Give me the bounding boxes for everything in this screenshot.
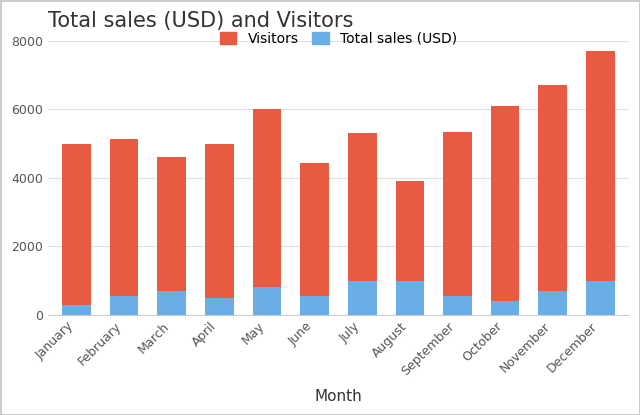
Bar xyxy=(538,85,567,291)
Bar xyxy=(443,296,472,315)
Bar xyxy=(253,288,282,315)
Bar xyxy=(205,298,234,315)
Bar xyxy=(491,301,520,315)
Bar xyxy=(110,139,138,296)
Bar xyxy=(157,291,186,315)
Bar xyxy=(586,51,614,281)
Bar xyxy=(396,281,424,315)
Text: Total sales (USD) and Visitors: Total sales (USD) and Visitors xyxy=(48,11,353,31)
Bar xyxy=(348,281,376,315)
Bar xyxy=(491,106,520,301)
X-axis label: Month: Month xyxy=(314,389,362,404)
Bar xyxy=(538,291,567,315)
Bar xyxy=(300,296,329,315)
Legend: Visitors, Total sales (USD): Visitors, Total sales (USD) xyxy=(214,26,463,51)
Bar xyxy=(396,181,424,281)
Bar xyxy=(62,144,91,305)
Bar xyxy=(110,296,138,315)
Bar xyxy=(586,281,614,315)
Bar xyxy=(253,110,282,288)
Bar xyxy=(300,163,329,296)
Bar xyxy=(443,132,472,296)
Bar xyxy=(348,134,376,281)
Bar xyxy=(157,157,186,291)
Bar xyxy=(205,144,234,298)
Bar xyxy=(62,305,91,315)
